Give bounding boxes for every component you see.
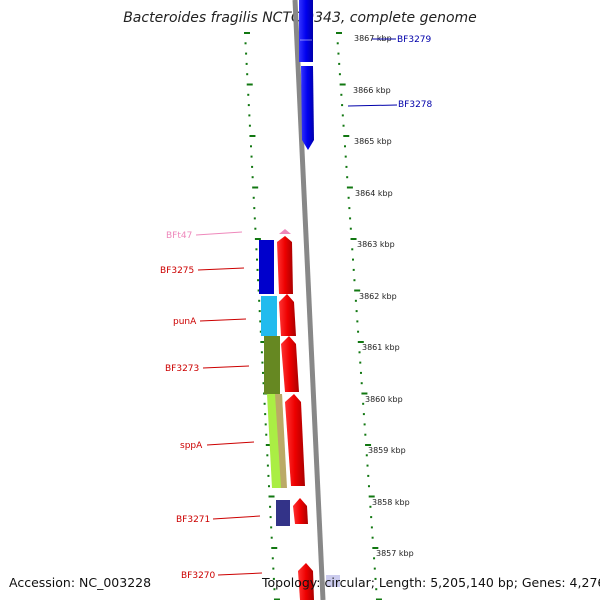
gene-label-text: BFt47 [166, 231, 192, 241]
scale-label: 3862 kbp [359, 292, 397, 301]
gene-BF3275-arrow[interactable] [277, 236, 293, 294]
gene-label-text: sppA [180, 441, 203, 451]
genome-summary-text: Topology: circular; Length: 5,205,140 bp… [262, 575, 600, 590]
gene-label-sppA[interactable]: sppA [180, 441, 255, 451]
gene-label-BF3271[interactable]: BF3271 [176, 515, 261, 525]
scale-labels: 3867 kbp 3866 kbp 3865 kbp 3864 kbp 3863… [353, 34, 414, 558]
scale-label: 3863 kbp [357, 240, 395, 249]
gene-label-text: BF3279 [397, 35, 432, 45]
gene-label-BF3273[interactable]: BF3273 [165, 364, 250, 374]
gene-label-text: BF3271 [176, 515, 210, 525]
gene-BF3278[interactable] [301, 66, 314, 150]
gene-label-BF3270[interactable]: BF3270 [181, 571, 263, 581]
gene-BFt47[interactable] [279, 229, 291, 234]
genome-backbone [292, 0, 326, 600]
block-punA-left[interactable] [261, 296, 277, 336]
gene-BF3271-arrow[interactable] [293, 498, 308, 524]
gene-label-text: BF3273 [165, 364, 199, 374]
scale-label: 3857 kbp [376, 549, 414, 558]
gene-punA-arrow[interactable] [279, 294, 296, 336]
gene-label-BF3278[interactable]: BF3278 [347, 100, 433, 110]
gene-bottom-small[interactable] [326, 575, 340, 587]
gene-label-punA[interactable]: punA [173, 317, 247, 327]
gene-label-text: punA [173, 317, 197, 327]
block-BF3271-left[interactable] [276, 500, 290, 526]
block-sppA-left-2[interactable] [275, 394, 287, 488]
gene-label-BFt47[interactable]: BFt47 [166, 231, 243, 241]
scale-label: 3866 kbp [353, 86, 391, 95]
block-BF3275-left[interactable] [259, 240, 274, 294]
gene-BF3273-arrow[interactable] [281, 336, 299, 392]
gene-sppA-arrow[interactable] [285, 394, 305, 486]
scale-label: 3864 kbp [355, 189, 393, 198]
gene-BF3279[interactable] [299, 0, 313, 62]
gene-label-BF3279[interactable]: BF3279 [372, 35, 432, 45]
gene-label-text: BF3278 [398, 100, 433, 110]
scale-label: 3861 kbp [362, 343, 400, 352]
scale-label: 3858 kbp [372, 498, 410, 507]
gene-label-text: BF3275 [160, 266, 194, 276]
gene-BF3270-arrow[interactable] [298, 563, 314, 600]
gene-label-text: BF3270 [181, 571, 216, 581]
scale-label: 3860 kbp [365, 395, 403, 404]
gene-label-BF3275[interactable]: BF3275 [160, 266, 245, 276]
scale-label: 3865 kbp [354, 137, 392, 146]
left-tick-column [244, 32, 280, 600]
accession-text: Accession: NC_003228 [9, 575, 152, 590]
block-BF3273-left[interactable] [264, 336, 280, 394]
scale-label: 3859 kbp [368, 446, 406, 455]
right-tick-column [336, 32, 382, 600]
